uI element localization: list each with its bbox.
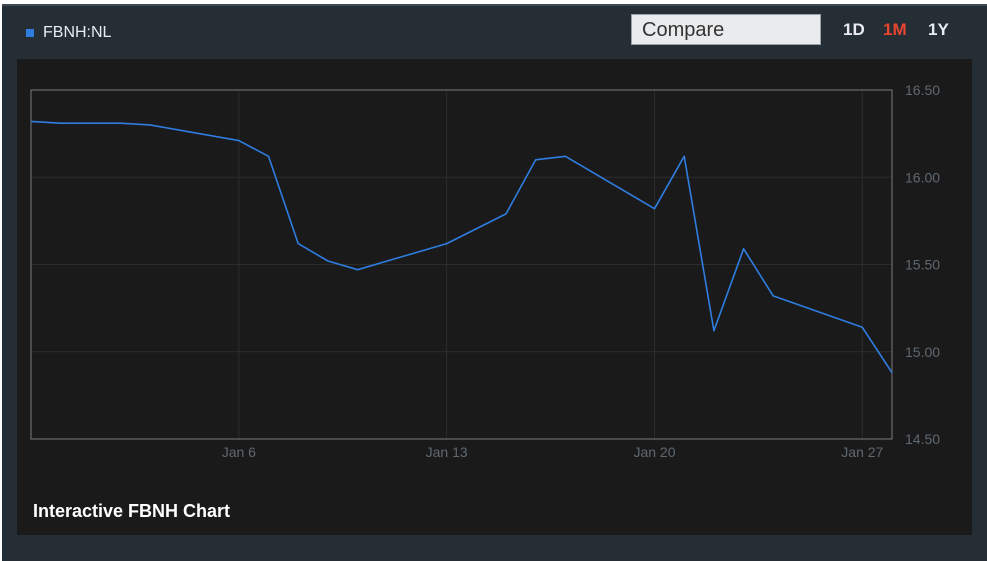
y-tick-label: 14.50 bbox=[905, 431, 940, 447]
chart-caption: Interactive FBNH Chart bbox=[33, 501, 231, 521]
ticker-legend: FBNH:NL bbox=[26, 24, 111, 42]
plot-border bbox=[30, 89, 893, 440]
y-tick-label: 15.00 bbox=[905, 344, 940, 360]
price-series-line bbox=[30, 120, 893, 374]
range-1d-button[interactable]: 1D bbox=[843, 20, 865, 39]
chart-panel bbox=[17, 59, 972, 535]
y-tick-label: 16.00 bbox=[905, 169, 940, 185]
range-1y-button[interactable]: 1Y bbox=[928, 20, 949, 39]
ticker-label: FBNH:NL bbox=[43, 24, 112, 41]
x-tick-label: Jan 13 bbox=[426, 444, 468, 460]
range-1m-button[interactable]: 1M bbox=[883, 20, 907, 39]
x-tick-label: Jan 20 bbox=[633, 444, 675, 460]
y-tick-label: 16.50 bbox=[905, 82, 940, 98]
compare-input[interactable]: Compare bbox=[631, 14, 821, 45]
chart-header bbox=[2, 7, 987, 59]
x-tick-label: Jan 27 bbox=[841, 444, 883, 460]
top-border bbox=[2, 4, 987, 7]
x-tick-label: Jan 6 bbox=[222, 444, 256, 460]
y-tick-label: 15.50 bbox=[905, 257, 940, 273]
series-color-swatch bbox=[26, 29, 34, 37]
